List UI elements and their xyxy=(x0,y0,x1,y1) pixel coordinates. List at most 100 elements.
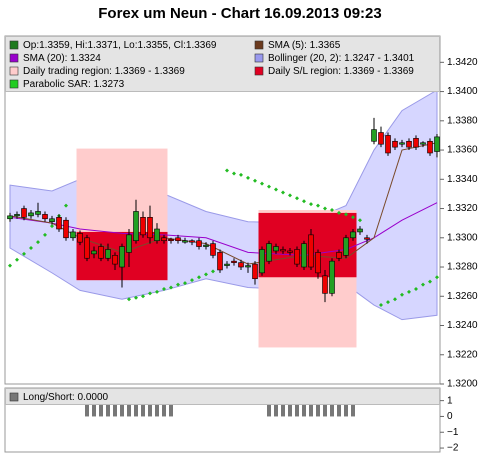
legend-label: Daily trading region: 1.3369 - 1.3369 xyxy=(23,66,185,77)
legend-label: Daily S/L region: 1.3369 - 1.3369 xyxy=(268,66,414,77)
bar xyxy=(337,400,341,417)
candle-body xyxy=(364,237,370,240)
y-tick-label: 1.3360 xyxy=(447,145,478,156)
candle-body xyxy=(112,255,118,265)
bar xyxy=(288,400,292,417)
sar-dot xyxy=(344,212,348,217)
legend-label: Long/Short: 0.0000 xyxy=(23,392,109,403)
sar-dot xyxy=(351,215,355,220)
y-tick-label: 1.3200 xyxy=(447,379,478,390)
legend-label: SMA (20): 1.3324 xyxy=(23,53,101,64)
bar xyxy=(316,400,320,417)
candle-body xyxy=(238,262,244,268)
candle-body xyxy=(308,234,314,268)
bar xyxy=(127,400,131,417)
sar-dot xyxy=(316,203,320,208)
sar-dot xyxy=(281,190,285,195)
candle-body xyxy=(126,234,132,253)
bar xyxy=(351,400,355,417)
candle-body xyxy=(315,252,321,274)
bar xyxy=(85,400,89,417)
y-tick-label: 1.3260 xyxy=(447,291,478,302)
bar xyxy=(309,400,313,417)
candle-body xyxy=(35,211,41,215)
candle-body xyxy=(7,215,13,220)
sar-dot xyxy=(407,289,411,294)
sar-dot xyxy=(253,178,257,183)
candle-body xyxy=(350,231,356,239)
sar-dot xyxy=(435,275,439,280)
sar-dot xyxy=(337,210,341,215)
bar xyxy=(99,400,103,417)
candle-body xyxy=(98,246,104,259)
candle-body xyxy=(336,252,342,259)
y-tick-label: −1 xyxy=(447,427,459,438)
candle-body xyxy=(413,138,419,148)
candle-body xyxy=(287,250,293,253)
sar-dot xyxy=(64,203,68,208)
sar-dot xyxy=(141,294,145,299)
sar-dot xyxy=(288,193,292,198)
sar-dot xyxy=(379,303,383,308)
bar xyxy=(162,400,166,417)
sar-dot xyxy=(330,208,334,212)
candle-body xyxy=(259,249,265,274)
y-tick-label: 1.3300 xyxy=(447,232,478,243)
candle-body xyxy=(133,211,139,242)
candle-body xyxy=(56,217,62,230)
sar-dot xyxy=(386,300,390,305)
candle-body xyxy=(49,218,55,222)
legend-box xyxy=(5,388,440,405)
legend-swatch xyxy=(9,79,19,89)
sar-dot xyxy=(400,292,404,297)
y-tick-label: 0 xyxy=(447,411,453,422)
sar-dot xyxy=(183,281,187,286)
candle-body xyxy=(301,243,307,268)
sar-dot xyxy=(421,282,425,287)
legend-box xyxy=(5,36,440,92)
sar-dot xyxy=(8,263,12,268)
bar xyxy=(330,400,334,417)
candle-body xyxy=(175,237,181,242)
candle-body xyxy=(434,136,440,152)
bar xyxy=(134,400,138,417)
candle-body xyxy=(231,260,237,263)
legend-swatch xyxy=(254,40,264,50)
sma-line xyxy=(9,202,438,256)
sar-dot xyxy=(358,218,362,223)
bar xyxy=(155,400,159,417)
candle-body xyxy=(406,140,412,148)
candle-body xyxy=(392,140,398,148)
candle-body xyxy=(217,252,223,271)
bar xyxy=(141,400,145,417)
legend-swatch xyxy=(9,392,19,402)
y-tick-label: 1.3220 xyxy=(447,349,478,360)
candle-body xyxy=(224,263,230,266)
sar-dot xyxy=(29,246,33,251)
y-tick-label: −2 xyxy=(447,443,459,454)
sar-dot xyxy=(15,257,19,262)
sar-dot xyxy=(197,275,201,280)
candle-body xyxy=(70,231,76,239)
sar-dot xyxy=(22,251,26,256)
candle-body xyxy=(343,237,349,256)
bar xyxy=(169,400,173,417)
sar-dot xyxy=(43,232,47,237)
candle-body xyxy=(154,228,160,242)
legend-swatch xyxy=(9,66,19,76)
sar-dot xyxy=(50,224,54,229)
candle-body xyxy=(14,214,20,217)
candle-body xyxy=(203,244,209,247)
candle-body xyxy=(294,249,300,265)
candle-body xyxy=(273,246,279,252)
candle-body xyxy=(357,228,363,233)
candle-body xyxy=(371,129,377,142)
sar-dot xyxy=(393,297,397,302)
sar-dot xyxy=(134,295,138,300)
bar xyxy=(274,400,278,417)
candle-body xyxy=(161,237,167,242)
sar-dot xyxy=(267,184,271,189)
candle-body xyxy=(399,142,405,145)
y-tick-label: 1.3240 xyxy=(447,320,478,331)
